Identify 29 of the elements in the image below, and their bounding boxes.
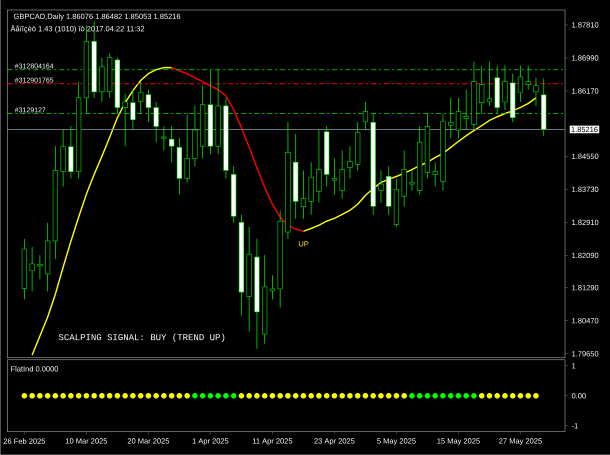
candlestick	[270, 274, 276, 300]
candlestick	[316, 130, 322, 204]
candlestick	[533, 77, 539, 106]
candlestick	[502, 65, 508, 110]
candlestick	[518, 65, 524, 102]
candlestick	[332, 158, 338, 196]
candlestick	[456, 98, 462, 139]
candlestick	[30, 246, 35, 292]
candlestick	[138, 81, 144, 114]
candlestick	[409, 170, 415, 192]
candlestick	[169, 126, 174, 163]
candlestick	[122, 94, 128, 147]
annotation: SCALPING SIGNAL: BUY (TREND UP)	[58, 334, 224, 342]
candlestick	[464, 90, 469, 131]
candlestick	[154, 102, 159, 143]
candlestick	[340, 150, 345, 200]
candlestick	[300, 170, 306, 220]
candlestick	[526, 65, 531, 90]
candlestick	[130, 90, 136, 131]
candlestick	[161, 126, 167, 151]
candlestick	[432, 162, 438, 188]
candlestick	[362, 102, 368, 131]
candlestick	[37, 254, 43, 280]
candlestick	[479, 65, 484, 114]
candlestick	[448, 98, 454, 139]
candlestick	[378, 170, 384, 204]
candlestick	[347, 146, 353, 179]
candlestick	[184, 114, 190, 184]
candlestick	[146, 90, 152, 123]
